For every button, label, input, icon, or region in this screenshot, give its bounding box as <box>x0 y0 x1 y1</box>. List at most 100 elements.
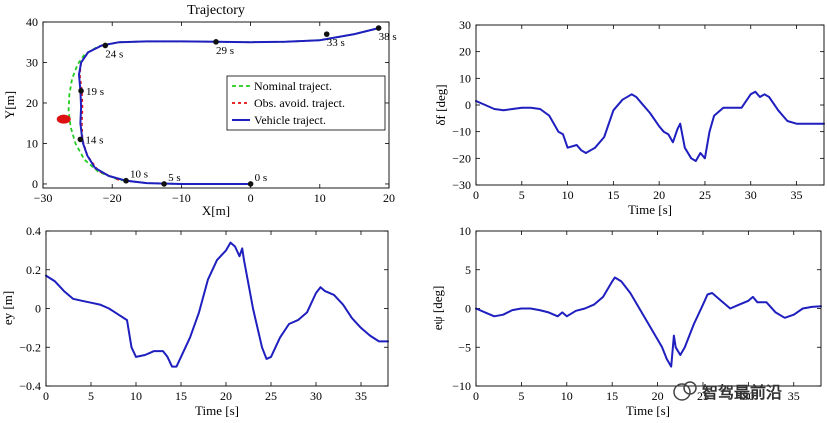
obstacle-marker <box>56 114 71 124</box>
time-mark-label: 0 s <box>255 172 268 184</box>
steering-series <box>475 90 825 162</box>
y-axis-label: Y[m] <box>2 91 17 119</box>
legend-entry-obs: Obs. avoid. traject. <box>254 96 345 110</box>
time-mark-dot <box>375 25 382 31</box>
steering-axes-box <box>475 24 825 186</box>
x-tick-label: 10 <box>130 389 142 403</box>
x-axis-label: Time [s] <box>626 403 670 418</box>
x-tick-label: 0 <box>473 188 479 202</box>
y-axis-label: ey [m] <box>0 291 15 325</box>
x-tick-label: −30 <box>34 191 53 205</box>
x-tick-label: 20 <box>220 389 232 403</box>
x-tick-label: 5 <box>88 389 94 403</box>
y-tick-label: 20 <box>459 45 471 59</box>
y-tick-label: 40 <box>26 15 38 29</box>
trajectory-axes-box <box>42 21 390 189</box>
series-line-vehicle-traject- <box>77 27 379 185</box>
x-tick-label: 30 <box>310 389 322 403</box>
x-tick-label: 20 <box>383 191 395 205</box>
time-mark-label: 33 s <box>327 37 345 49</box>
y-axis-label: eψ [deg] <box>430 286 445 331</box>
time-mark-label: 38 s <box>379 31 397 43</box>
x-axis-label: Time [s] <box>628 202 672 217</box>
heading-error-panel: 0 5 10 15 20 25 30 35 −10 −5 0 5 10 Time [s] eψ [deg… <box>430 224 822 418</box>
time-mark-label: 14 s <box>85 134 103 146</box>
legend: Nominal traject. Obs. avoid. traject. Ve… <box>226 75 386 131</box>
x-tick-label: 30 <box>745 188 757 202</box>
lateral-error-panel: 0 5 10 15 20 25 30 35 −0.4 −0.2 0 0.2 0.4 Time [s] e… <box>0 224 389 418</box>
y-tick-label: −10 <box>452 379 471 393</box>
y-tick-label: −10 <box>452 125 471 139</box>
y-tick-label: 10 <box>459 224 471 238</box>
x-tick-label: 30 <box>742 389 754 403</box>
chart-title: Trajectory <box>187 3 245 18</box>
time-mark-label: 29 s <box>216 45 234 57</box>
y-tick-label: −30 <box>452 178 471 192</box>
x-tick-label: −10 <box>172 191 191 205</box>
lateral-error-series <box>45 241 389 368</box>
x-tick-label: 10 <box>561 389 573 403</box>
x-tick-label: 0 <box>43 389 49 403</box>
x-tick-label: 20 <box>653 188 665 202</box>
series-line-e-y <box>45 241 389 368</box>
time-mark-dot <box>77 136 84 143</box>
heading-error-ticks: 0 5 10 15 20 25 30 35 −10 −5 0 5 10 <box>452 224 821 403</box>
y-axis-label: δf [deg] <box>433 84 448 125</box>
y-tick-label: −0.2 <box>19 340 41 354</box>
time-mark-dot <box>247 181 254 187</box>
y-tick-label: 30 <box>459 18 471 32</box>
legend-entry-nominal: Nominal traject. <box>254 79 332 93</box>
watermark-icon <box>673 383 691 401</box>
y-tick-label: 0 <box>465 302 471 316</box>
x-tick-label: 25 <box>699 188 711 202</box>
time-mark-dot <box>161 181 167 187</box>
x-tick-label: 15 <box>175 389 187 403</box>
watermark-icon-2 <box>683 381 697 395</box>
y-tick-label: 30 <box>26 55 38 69</box>
y-tick-label: 0 <box>35 302 41 316</box>
series-line-delta-f <box>475 90 825 162</box>
time-mark-label: 19 s <box>86 86 104 98</box>
y-tick-label: 0.2 <box>26 263 41 277</box>
y-tick-label: −20 <box>452 151 471 165</box>
time-mark-dot <box>213 39 219 45</box>
x-tick-label: −20 <box>103 191 122 205</box>
y-tick-label: 0 <box>465 98 471 112</box>
y-tick-label: 10 <box>26 136 38 150</box>
y-tick-label: −0.4 <box>19 379 41 393</box>
steering-ticks: 0 5 10 15 20 25 30 35 −30 −20 −10 0 10 20 30 <box>452 18 824 202</box>
y-tick-label: 5 <box>465 263 471 277</box>
y-tick-label: 20 <box>26 96 38 110</box>
x-tick-label: 15 <box>607 188 619 202</box>
watermark-text: 智驾最前沿 <box>702 383 782 402</box>
time-mark-dot <box>78 88 84 94</box>
x-tick-label: 10 <box>314 191 326 205</box>
x-tick-label: 25 <box>697 389 709 403</box>
time-mark-dot <box>102 42 109 49</box>
time-mark-label: 10 s <box>130 169 148 181</box>
x-tick-label: 10 <box>562 188 574 202</box>
x-tick-label: 25 <box>265 389 277 403</box>
lateral-error-ticks: 0 5 10 15 20 25 30 35 −0.4 −0.2 0 0.2 0.4 <box>19 224 388 403</box>
x-tick-label: 35 <box>788 389 800 403</box>
y-tick-label: 10 <box>459 71 471 85</box>
obstacle-ellipse <box>56 114 71 124</box>
y-tick-label: −5 <box>458 340 471 354</box>
x-tick-label: 5 <box>519 188 525 202</box>
x-tick-label: 15 <box>606 389 618 403</box>
legend-box <box>226 75 386 131</box>
x-tick-label: 0 <box>248 191 254 205</box>
x-axis-label: Time [s] <box>195 403 239 418</box>
time-mark-label: 5 s <box>168 172 181 184</box>
time-mark-label: 24 s <box>105 48 123 60</box>
time-mark-dot <box>123 177 129 184</box>
trajectory-ticks: −30 −20 −10 0 10 20 0 10 20 30 40 <box>26 15 395 205</box>
legend-entry-vehicle: Vehicle traject. <box>254 113 326 127</box>
lateral-error-axes-box <box>45 230 389 387</box>
time-mark-dot <box>323 31 330 37</box>
x-tick-label: 35 <box>791 188 803 202</box>
y-tick-label: 0.4 <box>26 224 41 238</box>
x-tick-label: 5 <box>518 389 524 403</box>
